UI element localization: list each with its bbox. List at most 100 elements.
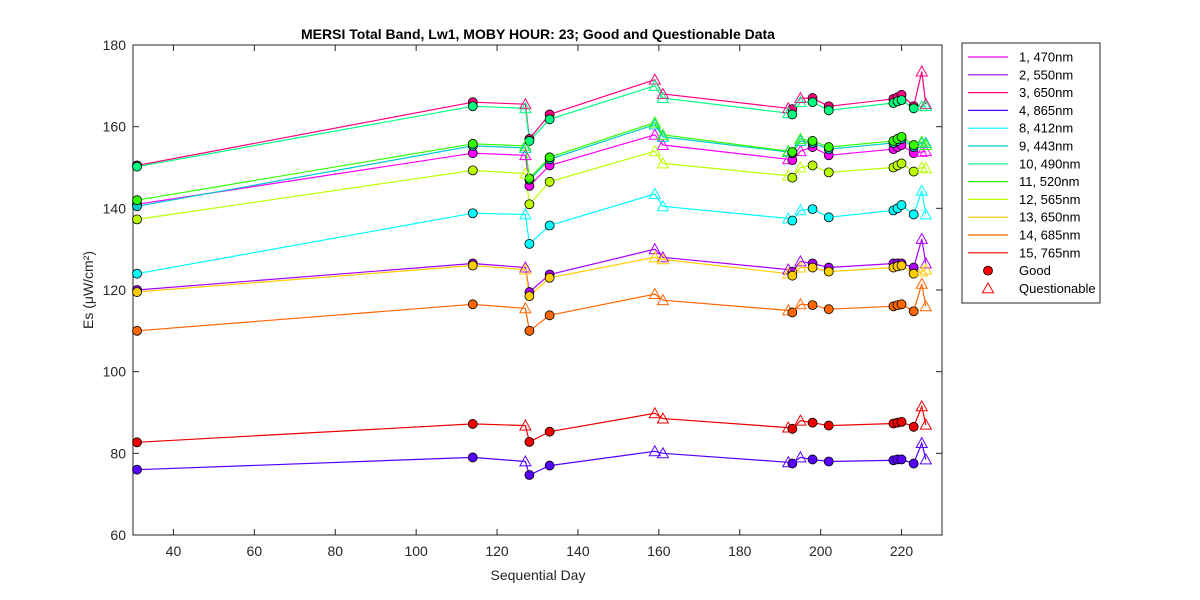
questionable-marker bbox=[648, 406, 662, 419]
questionable-marker bbox=[648, 128, 662, 140]
questionable-marker bbox=[656, 128, 670, 140]
questionable-marker bbox=[648, 444, 662, 457]
axes-box bbox=[132, 44, 943, 536]
questionable-marker bbox=[656, 91, 670, 103]
questionable-marker bbox=[919, 256, 933, 269]
questionable-marker bbox=[656, 293, 670, 306]
legend-entry: 12, 565nm bbox=[1019, 192, 1080, 207]
questionable-marker bbox=[519, 207, 532, 220]
good-marker bbox=[908, 140, 919, 150]
questionable-marker bbox=[519, 419, 532, 431]
questionable-marker bbox=[794, 203, 807, 216]
good-marker bbox=[896, 416, 907, 427]
good-marker bbox=[807, 417, 818, 428]
good-marker bbox=[524, 325, 535, 336]
good-marker bbox=[132, 287, 142, 297]
x-axis-label: Sequential Day bbox=[491, 567, 586, 583]
questionable-marker bbox=[919, 299, 933, 312]
questionable-marker bbox=[794, 95, 807, 108]
y-tick-label: 160 bbox=[103, 119, 127, 135]
good-marker bbox=[896, 131, 907, 142]
questionable-marker bbox=[919, 161, 933, 174]
y-tick-label: 120 bbox=[103, 282, 127, 298]
good-marker bbox=[823, 142, 834, 152]
questionable-marker bbox=[656, 130, 670, 142]
good-marker bbox=[467, 138, 478, 149]
y-tick-label: 140 bbox=[103, 200, 127, 216]
legend-marker-label: Questionable bbox=[1019, 281, 1096, 296]
questionable-marker bbox=[794, 414, 807, 426]
good-marker bbox=[896, 299, 907, 310]
good-marker bbox=[544, 426, 555, 437]
questionable-marker bbox=[794, 254, 807, 267]
legend-good-marker bbox=[983, 265, 993, 276]
good-marker bbox=[807, 136, 818, 146]
good-marker bbox=[787, 172, 798, 183]
questionable-marker bbox=[519, 454, 532, 467]
legend-entry: 3, 650nm bbox=[1019, 85, 1073, 100]
good-marker bbox=[807, 454, 818, 465]
good-marker bbox=[908, 268, 919, 279]
questionable-marker bbox=[915, 277, 929, 289]
x-tick-label: 40 bbox=[166, 543, 182, 559]
good-marker bbox=[787, 458, 798, 469]
questionable-marker bbox=[919, 136, 933, 148]
questionable-marker bbox=[794, 134, 807, 146]
good-marker bbox=[908, 421, 919, 432]
good-marker bbox=[467, 299, 478, 310]
plot-area: 40 60 80 100 120 140 160 180 200 220 60 80 100 120 140… bbox=[103, 37, 943, 559]
questionable-marker bbox=[915, 160, 929, 173]
good-marker bbox=[807, 262, 818, 273]
questionable-marker bbox=[519, 167, 532, 179]
legend-entry: 8, 412nm bbox=[1019, 121, 1073, 136]
good-marker bbox=[823, 105, 834, 116]
good-marker bbox=[524, 470, 535, 480]
questionable-marker bbox=[919, 99, 933, 112]
questionable-marker bbox=[656, 252, 670, 265]
x-tick-label: 180 bbox=[728, 543, 752, 559]
x-tick-label: 220 bbox=[890, 543, 914, 559]
questionable-marker bbox=[919, 263, 933, 275]
legend-entry: 11, 520nm bbox=[1019, 174, 1079, 189]
y-tick-label: 100 bbox=[103, 364, 127, 380]
questionable-marker bbox=[919, 207, 933, 220]
good-marker bbox=[896, 260, 907, 271]
good-marker bbox=[823, 420, 834, 431]
good-marker bbox=[787, 109, 798, 120]
legend-entry: 4, 865nm bbox=[1019, 103, 1073, 118]
questionable-marker bbox=[519, 261, 532, 273]
questionable-marker bbox=[519, 141, 532, 153]
questionable-marker bbox=[656, 199, 670, 212]
questionable-marker bbox=[794, 91, 807, 103]
questionable-marker bbox=[656, 412, 670, 424]
chart-title: MERSI Total Band, Lw1, MOBY HOUR: 23; Go… bbox=[301, 26, 775, 42]
questionable-marker bbox=[648, 116, 662, 128]
legend-entry: 9, 443nm bbox=[1019, 139, 1073, 154]
good-marker bbox=[807, 160, 818, 171]
good-marker bbox=[132, 214, 142, 225]
x-tick-label: 200 bbox=[809, 543, 833, 559]
good-marker bbox=[132, 195, 142, 206]
good-marker bbox=[896, 158, 907, 169]
questionable-marker bbox=[648, 118, 662, 130]
good-marker bbox=[787, 270, 798, 281]
questionable-marker bbox=[915, 436, 929, 449]
good-marker bbox=[787, 147, 798, 157]
questionable-marker bbox=[919, 418, 933, 430]
questionable-marker bbox=[656, 446, 670, 459]
questionable-marker bbox=[648, 242, 662, 255]
good-marker bbox=[544, 176, 555, 187]
good-marker bbox=[524, 291, 535, 302]
good-marker bbox=[807, 300, 818, 311]
questionable-marker bbox=[915, 399, 929, 412]
good-marker bbox=[908, 103, 919, 114]
good-marker bbox=[467, 419, 478, 429]
questionable-marker bbox=[648, 187, 662, 199]
questionable-marker bbox=[519, 301, 532, 314]
legend-entry: 2, 550nm bbox=[1019, 67, 1073, 82]
good-marker bbox=[807, 97, 818, 108]
good-marker bbox=[807, 204, 818, 215]
x-tick-label: 140 bbox=[566, 543, 590, 559]
good-marker bbox=[132, 437, 142, 448]
questionable-marker bbox=[648, 144, 662, 157]
